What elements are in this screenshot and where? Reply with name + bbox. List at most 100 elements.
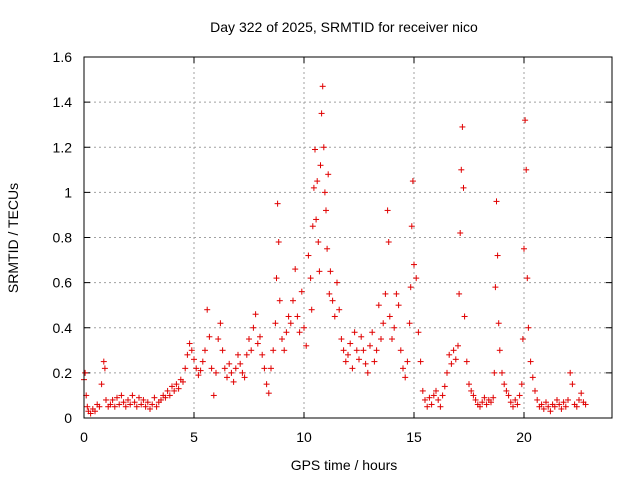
data-point	[232, 365, 239, 372]
data-point	[305, 252, 312, 259]
data-point	[479, 399, 486, 406]
data-point	[408, 223, 415, 230]
data-point	[221, 365, 228, 372]
data-point	[315, 239, 322, 246]
data-point	[402, 374, 409, 381]
data-point	[228, 369, 235, 376]
grid	[84, 57, 612, 418]
data-point	[184, 351, 191, 358]
data-point	[491, 369, 498, 376]
data-point	[122, 403, 129, 410]
data-point	[230, 378, 237, 385]
data-point	[400, 365, 406, 372]
data-point	[142, 403, 149, 410]
data-point	[111, 403, 118, 410]
data-point	[321, 189, 328, 196]
data-point	[519, 336, 526, 343]
data-point	[501, 381, 508, 388]
data-point	[96, 403, 103, 410]
data-point	[439, 392, 446, 399]
data-point	[409, 178, 416, 185]
data-point	[149, 401, 156, 408]
data-point	[310, 184, 317, 191]
data-point	[265, 390, 272, 397]
data-point	[215, 336, 222, 343]
data-point	[477, 403, 483, 410]
data-point	[455, 342, 461, 349]
data-point	[270, 347, 277, 354]
data-point	[444, 369, 450, 376]
data-point	[582, 401, 589, 408]
data-point	[358, 333, 365, 340]
y-tick-label: 0	[64, 410, 72, 426]
y-tick-label: 0.4	[53, 320, 73, 336]
data-point	[204, 306, 211, 313]
data-point	[313, 216, 320, 223]
x-tick-label: 10	[296, 429, 312, 445]
data-point	[107, 401, 114, 408]
data-point	[82, 369, 89, 376]
data-point	[171, 387, 178, 394]
data-point	[298, 288, 305, 295]
data-point	[573, 403, 580, 410]
data-point	[336, 306, 343, 313]
data-point	[140, 396, 147, 403]
x-axis-label: GPS time / hours	[291, 457, 398, 473]
data-point	[411, 261, 417, 268]
data-point	[235, 351, 241, 358]
data-point	[151, 394, 158, 401]
data-point	[527, 358, 534, 365]
data-point	[492, 284, 499, 291]
x-tick-label: 0	[80, 429, 88, 445]
data-point	[268, 365, 274, 372]
data-point	[208, 365, 215, 372]
data-point	[567, 369, 574, 376]
data-point	[317, 162, 324, 169]
data-point	[158, 396, 164, 403]
data-point	[362, 360, 369, 367]
data-point	[490, 394, 497, 401]
data-point	[213, 369, 219, 376]
data-point	[496, 347, 503, 354]
data-point	[419, 387, 426, 394]
data-point	[98, 381, 105, 388]
y-tick-label: 0.8	[53, 230, 73, 246]
data-point	[252, 311, 259, 318]
data-point	[318, 110, 325, 117]
data-point	[87, 410, 94, 417]
data-point	[422, 396, 428, 403]
data-point	[430, 392, 437, 399]
data-point	[273, 275, 280, 282]
data-point	[323, 207, 329, 214]
data-point	[320, 144, 327, 151]
y-tick-label: 1	[64, 184, 72, 200]
data-point	[450, 347, 457, 354]
data-point	[312, 146, 318, 153]
axis-ticks: 0 0.2 0.4 0.6 0.8 1 1.2 1.4 1.6 0 5 10 15 20	[53, 49, 612, 445]
data-point	[505, 392, 512, 399]
data-point	[481, 394, 488, 401]
data-point	[324, 245, 331, 252]
data-point	[84, 403, 91, 410]
data-point	[237, 360, 244, 367]
data-point	[186, 340, 193, 347]
data-point	[116, 401, 123, 408]
data-point	[458, 166, 465, 173]
data-point	[210, 392, 217, 399]
data-point	[276, 297, 283, 304]
data-point	[338, 336, 345, 343]
data-point	[162, 394, 169, 401]
data-point	[507, 399, 514, 406]
data-point	[101, 365, 108, 372]
data-point	[257, 333, 263, 340]
data-point	[569, 381, 576, 388]
data-point	[193, 365, 200, 372]
data-point	[199, 358, 206, 365]
data-point	[385, 239, 392, 246]
data-point	[353, 347, 360, 354]
data-point	[349, 365, 356, 372]
data-point	[224, 374, 230, 381]
data-point	[307, 275, 314, 282]
data-point	[433, 387, 439, 394]
data-point	[578, 390, 585, 397]
